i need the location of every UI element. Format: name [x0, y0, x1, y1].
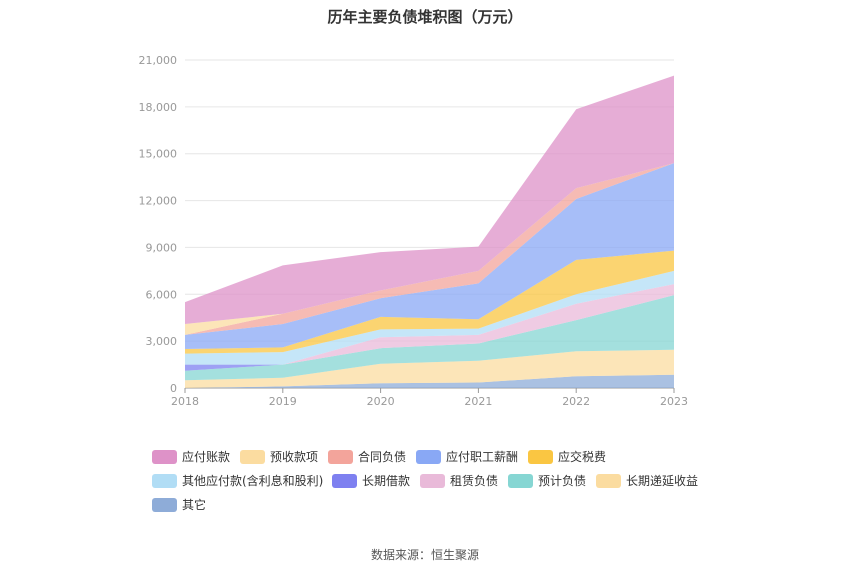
legend-swatch: [596, 473, 621, 488]
legend-item[interactable]: 预计负债: [508, 472, 586, 489]
area-其他应付款(含利息和股利): [185, 270, 674, 365]
area-合同负债: [185, 163, 674, 335]
x-axis: 2018 2019 2020 2021 2022 2023: [171, 388, 688, 408]
area-应交税费: [185, 250, 674, 354]
y-tick-label: 21,000: [139, 54, 178, 67]
y-tick-label: 18,000: [139, 101, 178, 114]
legend-label: 应付账款: [182, 450, 231, 464]
legend-swatch: [152, 497, 177, 512]
legend-swatch: [152, 473, 177, 488]
y-tick-label: 6,000: [146, 288, 178, 301]
legend-label: 其他应付款(含利息和股利): [182, 474, 324, 488]
y-axis: 0 3,000 6,000 9,000 12,000 15,000 18,000 21,000: [139, 54, 178, 395]
legend-item[interactable]: 合同负债: [328, 448, 406, 465]
legend-item[interactable]: 应交税费: [528, 448, 606, 465]
legend-swatch: [332, 473, 357, 488]
y-tick-label: 0: [170, 382, 177, 395]
legend-swatch: [152, 449, 177, 464]
legend-label: 长期递延收益: [626, 474, 699, 488]
legend-item[interactable]: 应付账款: [152, 448, 230, 465]
legend-item[interactable]: 其他应付款(含利息和股利): [152, 472, 323, 489]
chart-title: 历年主要负债堆积图（万元）: [327, 8, 523, 26]
y-tick-label: 12,000: [139, 195, 178, 208]
y-tick-label: 9,000: [146, 241, 178, 254]
legend-swatch: [416, 449, 441, 464]
legend-label: 应付职工薪酬: [446, 450, 519, 464]
area-长期递延收益: [185, 349, 674, 388]
legend-label: 预收款项: [270, 450, 319, 464]
legend-item[interactable]: 租赁负债: [420, 472, 498, 489]
x-tick-label: 2018: [171, 395, 199, 408]
area-series: [185, 75, 674, 388]
legend-item[interactable]: 其它: [152, 496, 206, 513]
area-应付账款: [185, 75, 674, 324]
x-tick-label: 2020: [367, 395, 395, 408]
x-tick-label: 2021: [464, 395, 492, 408]
y-tick-label: 15,000: [139, 148, 178, 161]
x-tick-label: 2023: [660, 395, 688, 408]
legend-item[interactable]: 长期借款: [332, 472, 410, 489]
y-tick-label: 3,000: [146, 335, 178, 348]
legend-label: 应交税费: [558, 450, 607, 464]
legend-label: 其它: [182, 498, 207, 512]
x-tick-label: 2019: [269, 395, 297, 408]
legend-swatch: [508, 473, 533, 488]
data-source: 数据来源：恒生聚源: [370, 548, 479, 562]
legend-item[interactable]: 预收款项: [240, 448, 318, 465]
legend-swatch: [528, 449, 553, 464]
legend-label: 合同负债: [358, 450, 407, 464]
legend-label: 预计负债: [538, 474, 587, 488]
area-其它: [185, 374, 674, 388]
legend-swatch: [240, 449, 265, 464]
stacked-area-chart: 0 3,000 6,000 9,000 12,000 15,000 18,000 21,000…: [139, 54, 689, 408]
legend-label: 长期借款: [362, 474, 411, 488]
legend-swatch: [328, 449, 353, 464]
legend-swatch: [420, 473, 445, 488]
legend-item[interactable]: 长期递延收益: [596, 472, 698, 489]
area-预计负债: [185, 295, 674, 381]
x-tick-label: 2022: [562, 395, 590, 408]
legend-label: 租赁负债: [450, 474, 499, 488]
legend-item[interactable]: 应付职工薪酬: [416, 448, 518, 465]
area-应付职工薪酬: [185, 163, 674, 349]
